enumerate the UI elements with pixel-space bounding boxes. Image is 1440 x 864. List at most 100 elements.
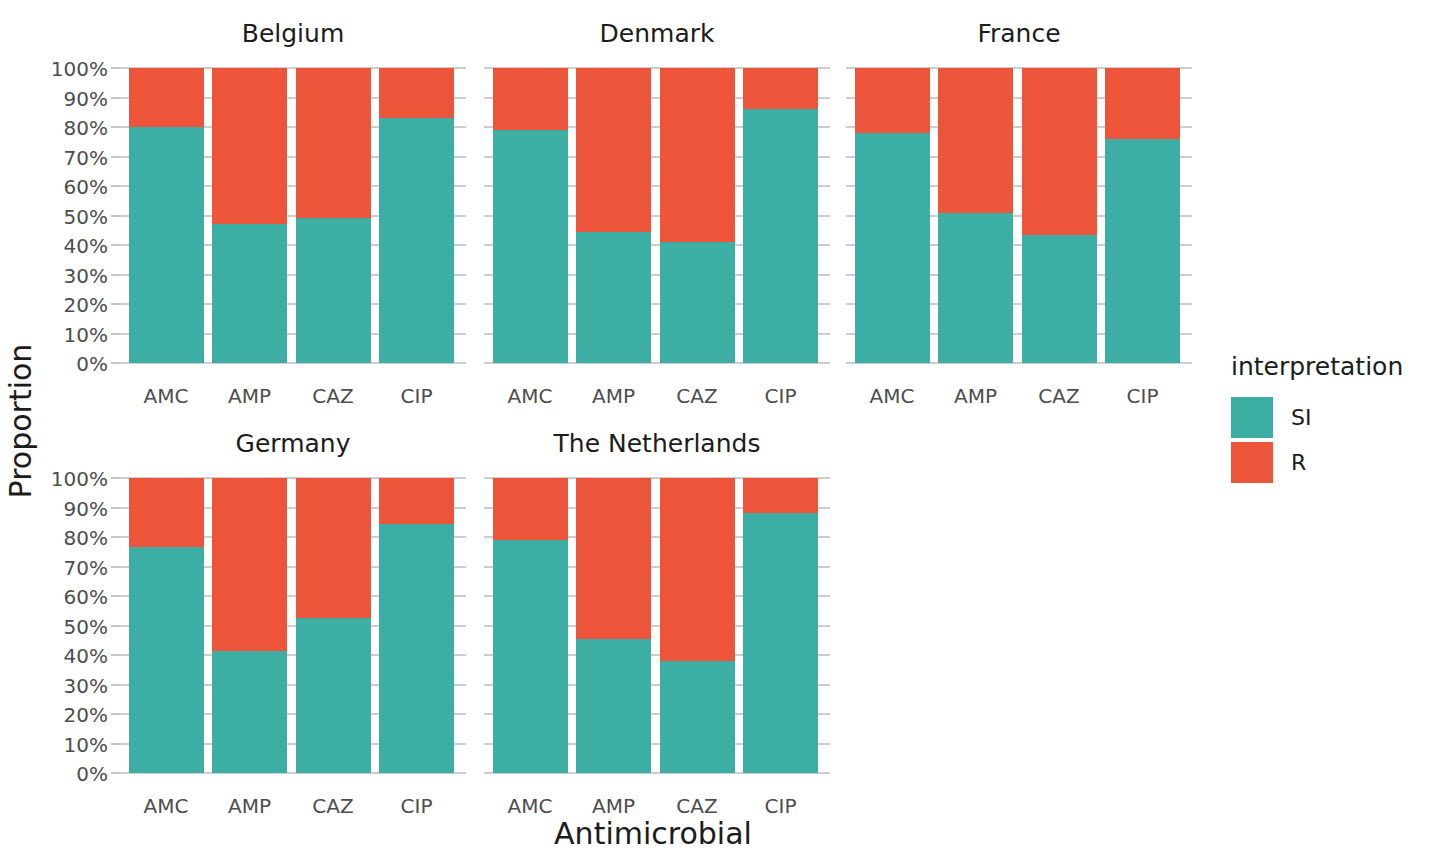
y-axis-tick-40 [111, 654, 120, 656]
bar-denmark-amc-r [493, 68, 568, 130]
x-tick-label-the-netherlands-amp: AMP [569, 794, 659, 818]
x-tick-label-denmark-cip: CIP [736, 384, 826, 408]
bar-germany-caz-si [296, 618, 371, 773]
plot-figure: { "figure": { "y_axis_title": "Proportio… [0, 0, 1440, 864]
bar-france-amp-r [938, 68, 1013, 213]
panel-the-netherlands [484, 478, 830, 773]
bar-the-netherlands-amc-r [493, 478, 568, 540]
x-tick-label-the-netherlands-amc: AMC [485, 794, 575, 818]
y-axis-tick-0 [111, 362, 120, 364]
y-axis-tick-10 [111, 743, 120, 745]
x-tick-label-denmark-amc: AMC [485, 384, 575, 408]
bar-germany-cip-r [379, 478, 454, 524]
y-tick-label-80: 80% [38, 526, 108, 550]
y-tick-label-40: 40% [38, 644, 108, 668]
bar-germany-amp-si [212, 651, 287, 773]
facet-title-france: France [846, 19, 1192, 49]
y-axis-tick-80 [111, 126, 120, 128]
bar-belgium-amc-r [129, 68, 204, 127]
y-tick-label-50: 50% [38, 205, 108, 229]
bar-denmark-amp-si [576, 232, 651, 363]
x-tick-label-denmark-caz: CAZ [652, 384, 742, 408]
x-tick-label-belgium-amp: AMP [205, 384, 295, 408]
bar-france-cip-si [1105, 139, 1180, 363]
y-tick-label-50: 50% [38, 615, 108, 639]
bar-the-netherlands-amp-r [576, 478, 651, 639]
x-tick-label-germany-caz: CAZ [288, 794, 378, 818]
y-axis-tick-100 [111, 477, 120, 479]
y-axis-tick-90 [111, 97, 120, 99]
bar-the-netherlands-amc-si [493, 540, 568, 773]
bar-the-netherlands-caz-r [660, 478, 735, 661]
facet-title-germany: Germany [120, 429, 466, 459]
facet-title-denmark: Denmark [484, 19, 830, 49]
x-tick-label-the-netherlands-caz: CAZ [652, 794, 742, 818]
y-axis-tick-100 [111, 67, 120, 69]
y-tick-label-90: 90% [38, 497, 108, 521]
y-tick-label-10: 10% [38, 323, 108, 347]
y-tick-label-30: 30% [38, 264, 108, 288]
y-axis-tick-20 [111, 713, 120, 715]
y-tick-label-0: 0% [38, 352, 108, 376]
x-tick-label-germany-cip: CIP [372, 794, 462, 818]
bar-the-netherlands-cip-si [743, 513, 818, 773]
y-axis-tick-60 [111, 595, 120, 597]
x-tick-label-france-cip: CIP [1098, 384, 1188, 408]
y-axis-tick-10 [111, 333, 120, 335]
panel-denmark [484, 68, 830, 363]
y-tick-label-10: 10% [38, 733, 108, 757]
bar-denmark-caz-si [660, 242, 735, 363]
y-tick-label-70: 70% [38, 556, 108, 580]
y-axis-tick-60 [111, 185, 120, 187]
y-tick-label-20: 20% [38, 293, 108, 317]
panel-germany [120, 478, 466, 773]
bar-belgium-caz-si [296, 218, 371, 363]
y-tick-label-40: 40% [38, 234, 108, 258]
x-tick-label-the-netherlands-cip: CIP [736, 794, 826, 818]
y-axis-tick-40 [111, 244, 120, 246]
x-tick-label-denmark-amp: AMP [569, 384, 659, 408]
y-tick-label-0: 0% [38, 762, 108, 786]
y-axis-tick-30 [111, 274, 120, 276]
facet-title-belgium: Belgium [120, 19, 466, 49]
y-tick-label-70: 70% [38, 146, 108, 170]
bar-denmark-amp-r [576, 68, 651, 232]
bar-belgium-amp-r [212, 68, 287, 224]
bar-france-caz-si [1022, 235, 1097, 363]
bar-belgium-amc-si [129, 127, 204, 363]
y-tick-label-30: 30% [38, 674, 108, 698]
bar-germany-amc-r [129, 478, 204, 547]
bar-belgium-amp-si [212, 224, 287, 363]
x-tick-label-germany-amp: AMP [205, 794, 295, 818]
bar-the-netherlands-caz-si [660, 661, 735, 773]
y-tick-label-100: 100% [38, 467, 108, 491]
y-tick-label-60: 60% [38, 585, 108, 609]
plot-area: BelgiumAMCAMPCAZCIP0%10%20%30%40%50%60%7… [0, 0, 1440, 864]
y-axis-tick-0 [111, 772, 120, 774]
y-axis-tick-90 [111, 507, 120, 509]
bar-germany-cip-si [379, 524, 454, 773]
facet-title-the-netherlands: The Netherlands [484, 429, 830, 459]
panel-france [846, 68, 1192, 363]
x-tick-label-germany-amc: AMC [121, 794, 211, 818]
bar-belgium-cip-si [379, 118, 454, 363]
y-tick-label-90: 90% [38, 87, 108, 111]
bar-france-amc-si [855, 133, 930, 363]
bar-france-cip-r [1105, 68, 1180, 139]
y-tick-label-80: 80% [38, 116, 108, 140]
y-axis-tick-20 [111, 303, 120, 305]
bar-germany-caz-r [296, 478, 371, 618]
y-tick-label-20: 20% [38, 703, 108, 727]
y-axis-tick-70 [111, 156, 120, 158]
x-tick-label-belgium-caz: CAZ [288, 384, 378, 408]
y-axis-tick-70 [111, 566, 120, 568]
y-tick-label-60: 60% [38, 175, 108, 199]
y-axis-tick-50 [111, 215, 120, 217]
bar-the-netherlands-amp-si [576, 639, 651, 773]
bar-denmark-cip-r [743, 68, 818, 109]
y-axis-tick-30 [111, 684, 120, 686]
y-tick-label-100: 100% [38, 57, 108, 81]
bar-denmark-cip-si [743, 109, 818, 363]
bar-germany-amp-r [212, 478, 287, 651]
bar-denmark-caz-r [660, 68, 735, 242]
